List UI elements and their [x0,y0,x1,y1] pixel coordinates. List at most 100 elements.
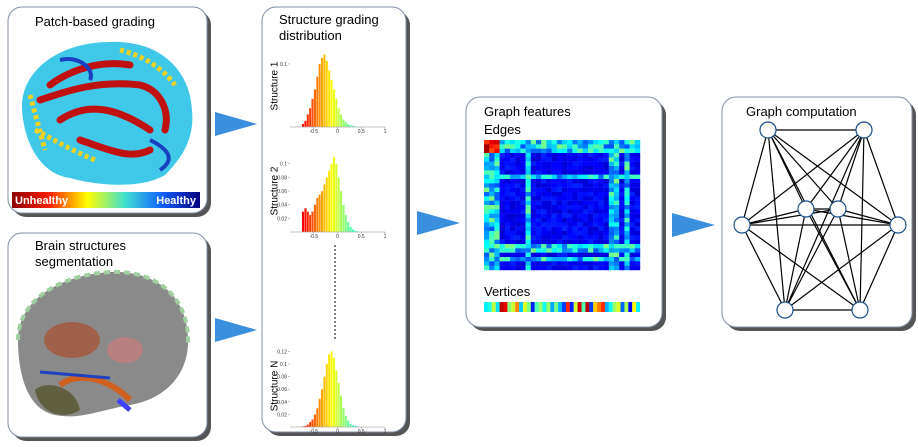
histogram-bar [345,416,347,427]
matrix-cell [552,257,557,262]
matrix-cell [541,257,546,262]
matrix-cell [494,257,499,262]
matrix-cell [562,257,567,262]
graph-node [856,122,872,138]
vertex-cell [558,302,562,312]
matrix-cell [536,248,541,253]
matrix-cell [567,140,572,145]
matrix-cell [515,261,520,266]
graph-node [830,201,846,217]
histogram-bar [330,80,332,127]
matrix-cell [531,227,536,232]
x-tick-label: 0 [336,429,339,435]
matrix-cell [515,227,520,232]
matrix-cell [619,205,624,210]
matrix-cell [515,179,520,184]
matrix-cell [588,183,593,188]
matrix-cell [531,162,536,167]
matrix-cell [536,157,541,162]
histogram-bar [328,354,330,427]
matrix-cell [604,257,609,262]
matrix-cell [536,144,541,149]
vertex-cell [515,302,519,312]
edge-matrix [484,140,640,270]
matrix-cell [604,201,609,206]
histogram-bar [330,351,332,427]
matrix-cell [588,170,593,175]
matrix-cell [588,140,593,145]
matrix-cell [536,235,541,240]
matrix-cell [515,140,520,145]
graph-node [798,201,814,217]
matrix-cell [593,157,598,162]
matrix-cell [484,179,489,184]
histogram-bar [302,212,304,233]
matrix-cell [541,209,546,214]
matrix-cell [609,175,614,180]
matrix-cell [562,253,567,258]
matrix-cell [515,166,520,171]
matrix-cell [588,196,593,201]
matrix-cell [546,196,551,201]
matrix-cell [630,196,635,201]
histogram-bar [335,164,337,232]
matrix-cell [630,248,635,253]
matrix-cell [572,214,577,219]
matrix-cell [552,218,557,223]
matrix-cell [614,227,619,232]
matrix-cell [609,235,614,240]
histogram-bar [326,177,328,232]
matrix-cell [510,144,515,149]
matrix-cell [619,201,624,206]
matrix-cell [588,257,593,262]
matrix-cell [531,192,536,197]
matrix-cell [598,175,603,180]
matrix-cell [494,205,499,210]
matrix-cell [500,244,505,249]
matrix-cell [614,188,619,193]
matrix-cell [520,244,525,249]
matrix-cell [635,183,640,188]
y-tick-label: 0.06 [277,387,287,393]
matrix-cell [614,266,619,271]
matrix-cell [546,235,551,240]
matrix-cell [609,144,614,149]
histogram-bar [349,227,351,232]
matrix-cell [515,209,520,214]
matrix-cell [552,175,557,180]
matrix-cell [520,248,525,253]
graph-node [734,217,750,233]
matrix-cell [484,201,489,206]
matrix-cell [614,157,619,162]
matrix-cell [588,166,593,171]
matrix-cell [520,227,525,232]
matrix-cell [552,153,557,158]
matrix-cell [541,149,546,154]
matrix-cell [510,179,515,184]
matrix-cell [635,205,640,210]
matrix-cell [520,162,525,167]
x-tick-label: 1 [384,429,387,435]
matrix-cell [557,218,562,223]
matrix-cell [515,144,520,149]
matrix-cell [489,227,494,232]
matrix-cell [515,231,520,236]
matrix-cell [598,153,603,158]
matrix-cell [546,248,551,253]
matrix-cell [588,179,593,184]
matrix-cell [562,188,567,193]
matrix-cell [609,214,614,219]
matrix-cell [572,240,577,245]
matrix-cell [515,170,520,175]
matrix-cell [583,149,588,154]
matrix-cell [520,218,525,223]
matrix-cell [515,205,520,210]
matrix-cell [578,240,583,245]
matrix-cell [489,253,494,258]
matrix-cell [505,179,510,184]
matrix-cell [630,188,635,193]
matrix-cell [484,157,489,162]
matrix-cell [609,227,614,232]
histogram-bar [319,64,321,127]
matrix-cell [624,205,629,210]
